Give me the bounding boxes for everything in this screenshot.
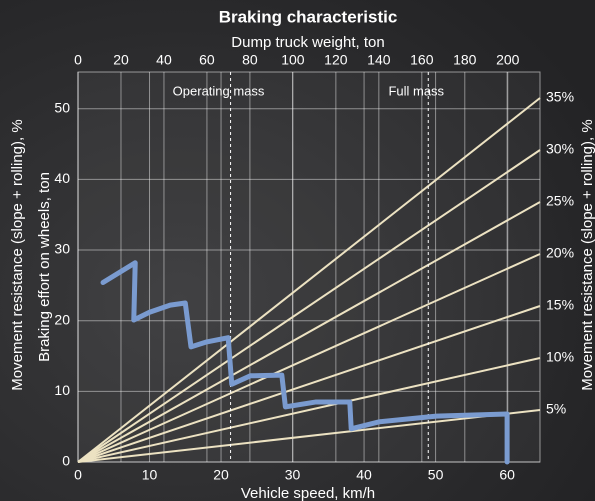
x2-tick-label: 20 xyxy=(113,52,129,68)
resistance-line xyxy=(77,149,541,463)
resistance-line xyxy=(77,305,541,463)
resistance-line xyxy=(77,253,541,463)
x2-tick-label: 60 xyxy=(199,52,215,68)
y-tick-label: 0 xyxy=(62,453,70,469)
y-tick-label: 10 xyxy=(54,382,70,398)
y-axis-label: Braking effort on wheels, ton xyxy=(36,172,53,362)
x2-tick-label: 180 xyxy=(453,52,477,68)
x-axis-label: Vehicle speed, km/h xyxy=(241,485,375,501)
y-tick-label: 20 xyxy=(54,311,70,327)
x2-tick-label: 120 xyxy=(324,52,348,68)
x2-axis-label: Dump truck weight, ton xyxy=(231,34,384,51)
y2-tick-label: 25% xyxy=(546,193,574,209)
y2-tick-label: 30% xyxy=(546,141,574,157)
braking-curve xyxy=(100,260,510,465)
x-tick-label: 60 xyxy=(499,467,515,483)
x-tick-label: 0 xyxy=(74,467,82,483)
y-tick-label: 50 xyxy=(54,99,70,115)
y2-tick-label: 10% xyxy=(546,349,574,365)
resistance-line xyxy=(77,409,541,463)
x-tick-label: 40 xyxy=(356,467,372,483)
x2-tick-label: 160 xyxy=(410,52,434,68)
annotation-label: Full mass xyxy=(388,83,444,98)
chart-title: Braking characteristic xyxy=(219,7,398,26)
y2-axis-label: Movement resistance (slope + rolling), % xyxy=(579,119,595,390)
x2-tick-label: 0 xyxy=(74,52,82,68)
x2-tick-label: 100 xyxy=(281,52,305,68)
x-tick-label: 30 xyxy=(285,467,301,483)
x-tick-label: 20 xyxy=(213,467,229,483)
annotation-label: Operating mass xyxy=(173,83,265,98)
x2-tick-label: 140 xyxy=(367,52,391,68)
x-tick-label: 50 xyxy=(428,467,444,483)
y-tick-label: 30 xyxy=(54,241,70,257)
resistance-line xyxy=(77,201,541,463)
plot-area xyxy=(77,71,541,463)
y2-tick-label: 35% xyxy=(546,89,574,105)
x2-tick-label: 200 xyxy=(496,52,520,68)
y-tick-label: 40 xyxy=(54,170,70,186)
y2-tick-label: 15% xyxy=(546,297,574,313)
resistance-line xyxy=(77,97,541,463)
y2-tick-label: 20% xyxy=(546,245,574,261)
x2-tick-label: 80 xyxy=(242,52,258,68)
x2-tick-label: 40 xyxy=(156,52,172,68)
y2-axis-label-left: Movement resistance (slope + rolling), % xyxy=(9,119,26,390)
x-tick-label: 10 xyxy=(142,467,158,483)
resistance-line xyxy=(77,357,541,463)
y2-tick-label: 5% xyxy=(546,401,566,417)
